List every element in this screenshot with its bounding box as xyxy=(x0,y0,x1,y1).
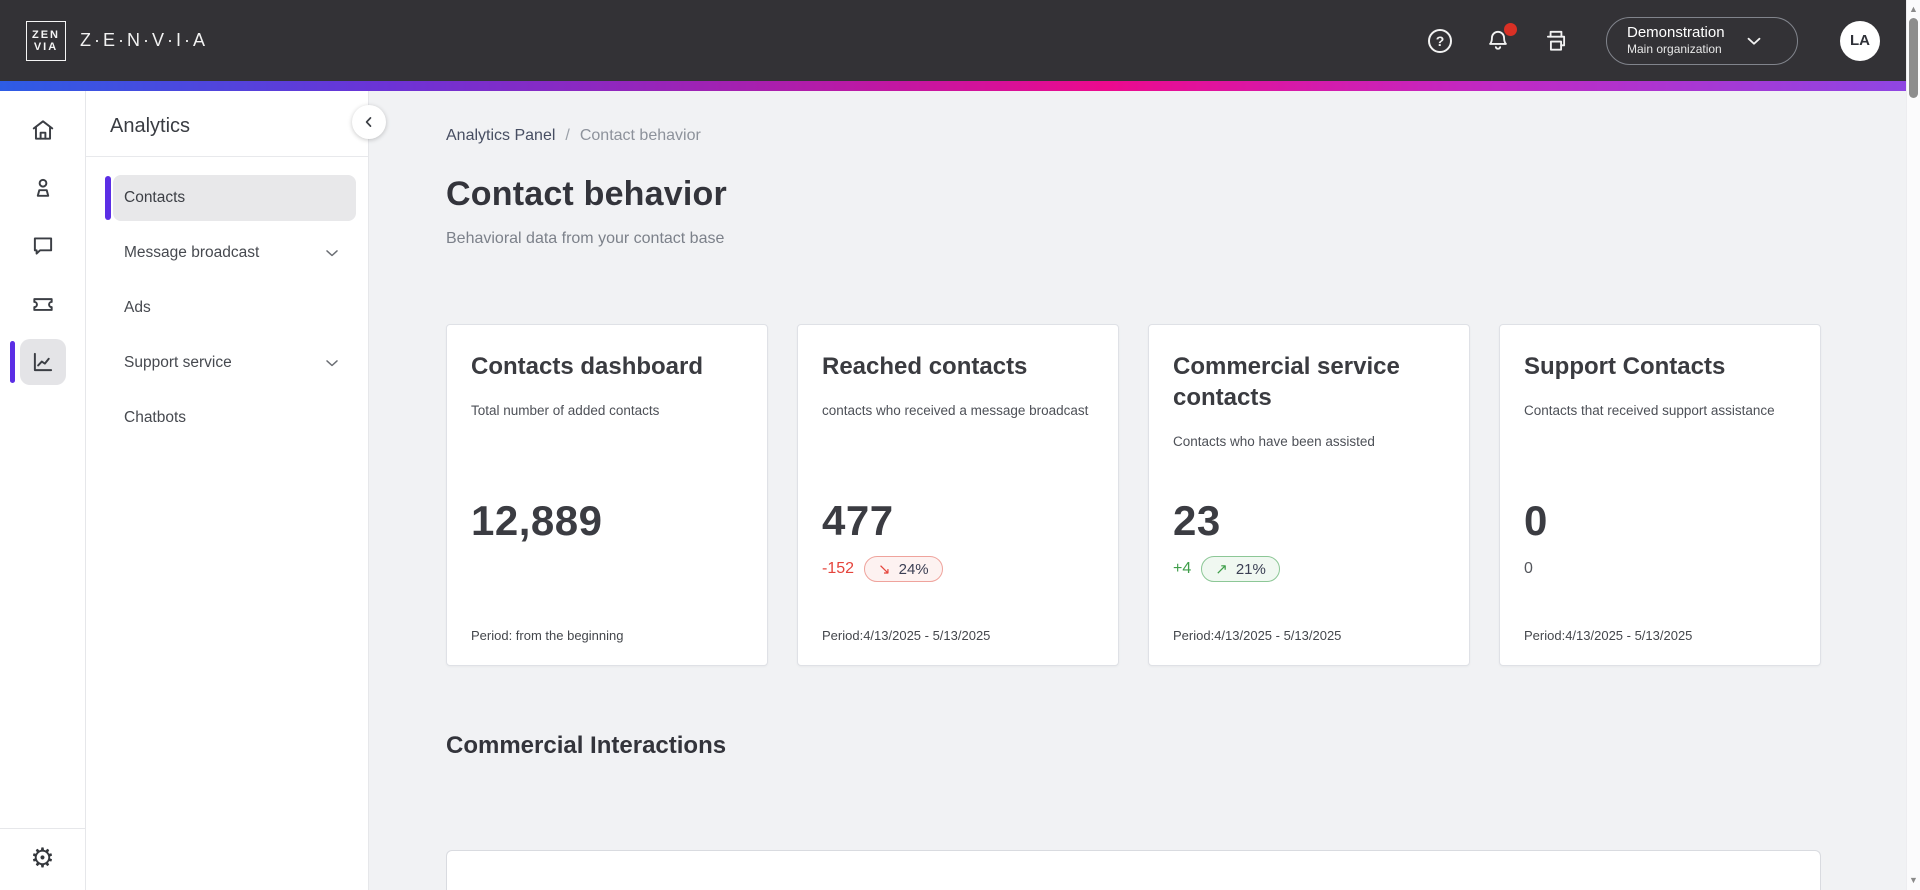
commercial-interactions-card xyxy=(446,850,1821,890)
card-value-block: 477 -152 ↘ 24% xyxy=(822,497,1098,583)
card-title: Reached contacts xyxy=(822,353,1028,380)
chevron-down-icon xyxy=(1743,30,1765,52)
card-value: 12,889 xyxy=(471,497,603,544)
sidebar-collapse-button[interactable] xyxy=(352,105,386,139)
metric-card-commercial-service-contacts: Commercial service contacts Contacts who… xyxy=(1148,324,1470,666)
print-icon[interactable] xyxy=(1542,27,1570,55)
metric-card-support-contacts: Support Contacts Contacts that received … xyxy=(1499,324,1821,666)
card-description: Contacts who have been assisted xyxy=(1173,434,1375,450)
conversations-icon xyxy=(20,223,66,269)
breadcrumb: Analytics Panel / Contact behavior xyxy=(446,127,1906,145)
rail-home-icon[interactable] xyxy=(0,107,86,153)
notification-badge xyxy=(1504,22,1517,36)
page-subtitle: Behavioral data from your contact base xyxy=(446,230,725,247)
trend-badge: ↘ 24% xyxy=(864,556,943,582)
scroll-up-arrow[interactable]: ▲ xyxy=(1909,4,1918,14)
sidebar-item-label: Contacts xyxy=(124,189,186,206)
divider xyxy=(86,156,368,157)
rail-analytics-icon[interactable] xyxy=(0,339,86,385)
sidebar-item-ads[interactable]: Ads xyxy=(113,285,356,331)
card-period: Period:4/13/2025 - 5/13/2025 xyxy=(822,628,991,643)
brand[interactable]: ZEN VIA Z·E·N·V·I·A xyxy=(26,20,208,61)
settings-gear-icon[interactable]: ⚙ xyxy=(30,843,55,874)
vertical-scrollbar[interactable]: ▲ ▼ xyxy=(1906,0,1920,890)
analytics-sidebar: Analytics Contacts Message broadcast Ads Su… xyxy=(86,91,369,890)
sidebar-item-label: Message broadcast xyxy=(124,244,260,261)
delta-row: +4 ↗ 21% xyxy=(1173,555,1449,583)
main-content: Analytics Panel / Contact behavior Conta… xyxy=(369,91,1906,890)
sidebar-item-contacts[interactable]: Contacts xyxy=(105,175,356,221)
sidebar-item-message-broadcast[interactable]: Message broadcast xyxy=(113,230,356,276)
card-title: Commercial service contacts xyxy=(1173,353,1400,412)
breadcrumb-current: Contact behavior xyxy=(579,127,701,144)
card-description: Total number of added contacts xyxy=(471,403,660,419)
sidebar-menu: Contacts Message broadcast Ads Support serv… xyxy=(86,157,368,441)
trend-down-arrow-icon: ↘ xyxy=(878,561,891,578)
card-period: Period: from the beginning xyxy=(471,628,624,643)
page-title: Contact behavior xyxy=(446,175,727,213)
top-header: ZEN VIA Z·E·N·V·I·A ? xyxy=(0,0,1906,81)
metric-cards-row: Contacts dashboard Total number of added… xyxy=(446,324,1906,666)
contacts-icon xyxy=(20,165,66,211)
card-value-block: 0 0 xyxy=(1524,497,1800,583)
delta-value: -152 xyxy=(822,560,855,577)
notifications-icon[interactable] xyxy=(1484,22,1517,55)
card-value-block: 12,889 xyxy=(471,497,747,545)
card-title: Contacts dashboard xyxy=(471,353,704,380)
metric-card-reached-contacts: Reached contacts contacts who received a… xyxy=(797,324,1119,666)
section-title-commercial-interactions: Commercial Interactions xyxy=(446,732,727,759)
delta-value: 0 xyxy=(1524,560,1533,577)
card-value: 477 xyxy=(822,497,894,544)
app-body: ⚙ Analytics Contacts Message broadcast Ads… xyxy=(0,91,1906,890)
trend-percentage: 21% xyxy=(1235,560,1266,578)
rail-contacts-icon[interactable] xyxy=(0,165,86,211)
ticket-icon xyxy=(20,281,66,327)
trend-badge: ↗ 21% xyxy=(1201,556,1280,582)
brand-name: Z·E·N·V·I·A xyxy=(80,30,208,50)
delta-value: +4 xyxy=(1173,560,1192,577)
card-title: Support Contacts xyxy=(1524,353,1726,380)
chevron-down-icon xyxy=(322,353,342,373)
breadcrumb-analytics-panel[interactable]: Analytics Panel xyxy=(446,127,556,144)
breadcrumb-separator: / xyxy=(565,127,570,144)
analytics-icon xyxy=(19,339,66,385)
user-avatar[interactable]: LA xyxy=(1840,20,1880,61)
card-description: Contacts that received support assistanc… xyxy=(1524,403,1775,419)
sidebar-item-label: Ads xyxy=(124,299,151,316)
organization-name: Demonstration xyxy=(1627,23,1725,41)
trend-up-arrow-icon: ↗ xyxy=(1215,561,1228,578)
header-actions: ? D xyxy=(1426,16,1880,65)
rail-ticket-icon[interactable] xyxy=(0,281,86,327)
home-icon xyxy=(20,107,66,153)
scrollbar-thumb[interactable] xyxy=(1909,18,1918,98)
organization-selector[interactable]: Demonstration Main organization xyxy=(1606,16,1798,65)
card-period: Period:4/13/2025 - 5/13/2025 xyxy=(1173,628,1342,643)
icon-rail: ⚙ xyxy=(0,91,86,890)
sidebar-item-label: Support service xyxy=(124,354,232,371)
card-value: 23 xyxy=(1173,497,1221,544)
sidebar-item-support-service[interactable]: Support service xyxy=(113,340,356,386)
sidebar-item-chatbots[interactable]: Chatbots xyxy=(113,395,356,441)
brand-gradient-bar xyxy=(0,81,1906,91)
sidebar-title: Analytics xyxy=(110,115,191,137)
card-value: 0 xyxy=(1524,497,1548,544)
card-period: Period:4/13/2025 - 5/13/2025 xyxy=(1524,628,1693,643)
card-description: contacts who received a message broadcas… xyxy=(822,403,1089,419)
organization-subtitle: Main organization xyxy=(1627,42,1722,57)
trend-percentage: 24% xyxy=(898,560,929,578)
metric-card-contacts-dashboard: Contacts dashboard Total number of added… xyxy=(446,324,768,666)
zenvia-logo-icon: ZEN VIA xyxy=(26,20,66,61)
rail-conversations-icon[interactable] xyxy=(0,223,86,269)
chevron-down-icon xyxy=(322,243,342,263)
rail-bottom: ⚙ xyxy=(0,828,86,890)
delta-row: 0 xyxy=(1524,555,1800,583)
scroll-down-arrow[interactable]: ▼ xyxy=(1909,875,1918,885)
help-icon[interactable]: ? xyxy=(1426,27,1454,55)
delta-row: -152 ↘ 24% xyxy=(822,555,1098,583)
card-value-block: 23 +4 ↗ 21% xyxy=(1173,497,1449,583)
sidebar-item-label: Chatbots xyxy=(124,409,187,426)
